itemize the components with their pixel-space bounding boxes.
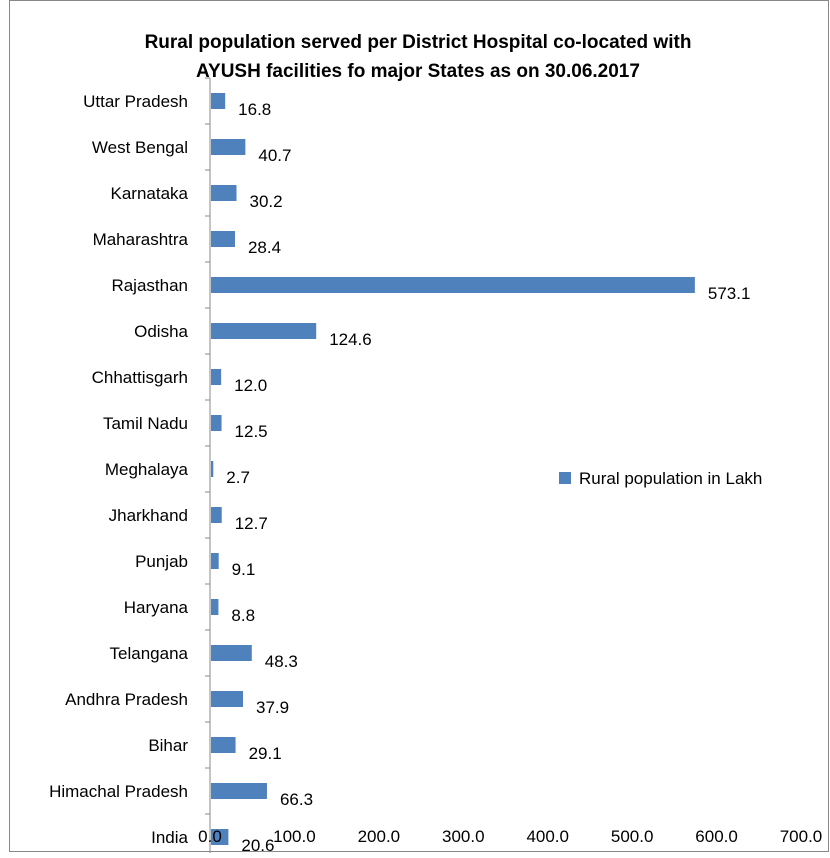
category-label: Meghalaya	[105, 460, 189, 479]
category-label: Bihar	[148, 736, 188, 755]
bar	[211, 277, 695, 293]
bar	[211, 507, 222, 523]
category-label: Himachal Pradesh	[49, 782, 188, 801]
x-tick-label: 100.0	[273, 827, 316, 846]
x-tick-label: 700.0	[780, 827, 823, 846]
legend-swatch	[559, 472, 571, 484]
bar	[211, 461, 214, 477]
category-label: Jharkhand	[109, 506, 188, 525]
bar	[211, 93, 226, 109]
category-label: Punjab	[135, 552, 188, 571]
bar	[211, 829, 229, 845]
data-label: 9.1	[232, 560, 256, 579]
x-tick-label: 200.0	[358, 827, 401, 846]
data-label: 124.6	[329, 330, 372, 349]
category-label: India	[151, 828, 188, 847]
axis-layer: Uttar Pradesh West Bengal Karnataka Maharas…	[49, 77, 823, 858]
category-label: Telangana	[110, 644, 189, 663]
category-label: Maharashtra	[93, 230, 189, 249]
category-label: Tamil Nadu	[103, 414, 188, 433]
x-tick-label: 300.0	[442, 827, 485, 846]
x-tick-label: 0.0	[198, 827, 222, 846]
bar	[211, 185, 237, 201]
data-label: 2.7	[226, 468, 250, 487]
data-label: 12.7	[235, 514, 268, 533]
data-label: 29.1	[249, 744, 282, 763]
category-label: Haryana	[124, 598, 189, 617]
x-tick-label: 400.0	[526, 827, 569, 846]
bar	[211, 369, 222, 385]
bar	[211, 415, 222, 431]
data-label: 40.7	[258, 146, 291, 165]
data-label: 48.3	[265, 652, 298, 671]
bar	[211, 691, 243, 707]
bar	[211, 139, 246, 155]
category-label: Odisha	[134, 322, 188, 341]
bar	[211, 737, 236, 753]
data-label: 28.4	[248, 238, 281, 257]
legend-label: Rural population in Lakh	[579, 469, 762, 488]
data-label: 37.9	[256, 698, 289, 717]
bar	[211, 645, 252, 661]
category-label: Uttar Pradesh	[83, 92, 188, 111]
x-tick-label: 500.0	[611, 827, 654, 846]
category-label: Rajasthan	[111, 276, 188, 295]
bar	[211, 599, 219, 615]
data-label: 12.0	[234, 376, 267, 395]
chart-border	[9, 0, 829, 852]
data-label: 16.8	[238, 100, 271, 119]
bar	[211, 231, 235, 247]
data-label: 66.3	[280, 790, 313, 809]
bar	[211, 323, 317, 339]
data-label: 8.8	[231, 606, 255, 625]
chart-title-line-2: AYUSH facilities fo major States as on 3…	[196, 61, 640, 82]
bar	[211, 783, 267, 799]
data-label: 12.5	[235, 422, 268, 441]
category-label: West Bengal	[92, 138, 188, 157]
data-label: 30.2	[249, 192, 282, 211]
bars-layer: 16.8 40.7 30.2 28.4 573.1 124.6 12.0 12.5 2.7 12.…	[211, 93, 751, 855]
category-label: Karnataka	[111, 184, 189, 203]
chart-title-line-1: Rural population served per District Hos…	[145, 32, 692, 53]
bar	[211, 553, 219, 569]
category-label: Andhra Pradesh	[65, 690, 188, 709]
data-label: 573.1	[708, 284, 751, 303]
legend: Rural population in Lakh	[559, 469, 762, 488]
data-label: 20.6	[241, 836, 274, 853]
x-tick-label: 600.0	[695, 827, 738, 846]
category-label: Chhattisgarh	[92, 368, 188, 387]
